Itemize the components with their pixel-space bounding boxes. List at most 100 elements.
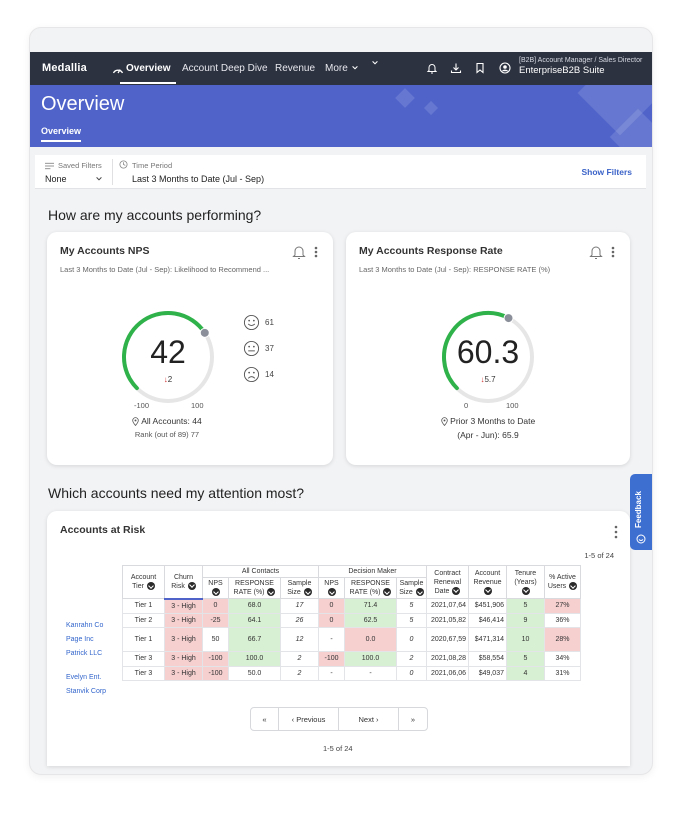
more-options-icon[interactable] bbox=[614, 525, 618, 539]
table-cell-revenue: $49,037 bbox=[468, 665, 507, 682]
bell-icon[interactable] bbox=[291, 244, 323, 260]
column-header-dm-nps[interactable]: NPS bbox=[318, 577, 345, 599]
neutral-face-icon bbox=[243, 340, 260, 357]
gauge-icon bbox=[112, 64, 124, 74]
column-header-dm-response-rate[interactable]: RESPONSE RATE (%) bbox=[344, 577, 397, 599]
column-header-response-rate[interactable]: RESPONSE RATE (%) bbox=[228, 577, 281, 599]
response-rate-axis-min: 0 bbox=[464, 401, 469, 410]
table-cell-renewal: 2021,07,64 bbox=[426, 598, 469, 614]
nav-tab-more[interactable]: More bbox=[325, 63, 348, 74]
page-title: Overview bbox=[41, 93, 125, 115]
sort-icon[interactable] bbox=[522, 586, 530, 595]
nps-gauge bbox=[122, 311, 214, 403]
bookmark-icon[interactable] bbox=[474, 62, 486, 74]
column-header-churn-risk[interactable]: Churn Risk bbox=[164, 565, 203, 600]
column-header-tier[interactable]: Account Tier bbox=[122, 565, 165, 599]
table-cell-ss: 12 bbox=[280, 627, 319, 653]
group-header-all-contacts: All Contacts bbox=[202, 565, 319, 578]
table-cell-ss: 17 bbox=[280, 598, 319, 614]
chevron-down-icon[interactable] bbox=[351, 64, 359, 72]
table-cell-tier: Tier 2 bbox=[122, 612, 165, 629]
table-cell-churn: 3 - High bbox=[164, 598, 203, 614]
sort-icon[interactable] bbox=[212, 588, 220, 597]
table-cell-ss: 2 bbox=[280, 665, 319, 682]
table-cell-active: 28% bbox=[544, 627, 581, 653]
happy-face-icon bbox=[243, 314, 260, 331]
user-avatar-icon[interactable] bbox=[499, 62, 511, 74]
sort-icon[interactable] bbox=[569, 582, 578, 591]
nps-card-subtitle: Last 3 Months to Date (Jul - Sep): Likel… bbox=[60, 265, 270, 274]
saved-filters-label: Saved Filters bbox=[58, 161, 102, 170]
user-info[interactable]: [B2B] Account Manager / Sales Director E… bbox=[519, 56, 642, 77]
response-rate-gauge bbox=[442, 311, 534, 403]
location-pin-icon bbox=[441, 417, 448, 427]
accounts-at-risk-table: Account Tier Churn Risk All Contacts Dec… bbox=[122, 565, 581, 682]
table-cell-churn: 3 - High bbox=[164, 612, 203, 629]
range-indicator-top: 1-5 of 24 bbox=[584, 551, 614, 560]
table-cell-dss: 5 bbox=[396, 598, 427, 614]
sad-face-icon bbox=[243, 366, 260, 383]
passives-row: 37 bbox=[243, 340, 303, 358]
column-header-dm-sample-size[interactable]: Sample Size bbox=[396, 577, 427, 599]
feedback-tab[interactable]: Feedback bbox=[630, 474, 652, 550]
sort-icon[interactable] bbox=[303, 588, 312, 597]
table-cell-churn: 3 - High bbox=[164, 651, 203, 667]
sort-icon[interactable] bbox=[484, 586, 492, 595]
nav-tab-revenue[interactable]: Revenue bbox=[275, 63, 316, 74]
account-link[interactable]: Stanvik Corp bbox=[66, 688, 107, 695]
divider bbox=[112, 159, 113, 185]
medallia-logo[interactable]: Medallia bbox=[42, 62, 88, 74]
time-period-select[interactable]: Last 3 Months to Date (Jul - Sep) bbox=[132, 174, 265, 184]
column-header-renewal-date[interactable]: Contract Renewal Date bbox=[426, 565, 469, 599]
location-pin-icon bbox=[132, 417, 139, 427]
account-link[interactable]: Evelyn Ent. bbox=[66, 674, 102, 681]
filter-bar: Saved Filters None Time Period Last 3 Mo… bbox=[35, 155, 646, 189]
sort-icon[interactable] bbox=[383, 588, 392, 597]
saved-filters-select[interactable]: None bbox=[45, 174, 67, 184]
subtab-overview[interactable]: Overview bbox=[41, 126, 82, 142]
chevron-down-icon[interactable] bbox=[95, 175, 103, 183]
download-icon[interactable] bbox=[450, 62, 462, 74]
sort-icon[interactable] bbox=[146, 582, 155, 591]
column-header-sample-size[interactable]: Sample Size bbox=[280, 577, 319, 599]
previous-page-button[interactable]: ‹ Previous bbox=[279, 708, 339, 730]
column-header-active-users[interactable]: % Active Users bbox=[544, 565, 581, 599]
table-cell-drr: 71.4 bbox=[344, 598, 397, 614]
sort-icon[interactable] bbox=[415, 588, 424, 597]
table-cell-active: 31% bbox=[544, 665, 581, 682]
bell-icon[interactable] bbox=[588, 244, 620, 260]
promoters-count: 61 bbox=[265, 318, 274, 327]
first-page-button[interactable]: « bbox=[251, 708, 279, 730]
sort-icon[interactable] bbox=[187, 581, 196, 590]
table-cell-revenue: $58,554 bbox=[468, 651, 507, 667]
table-cell-active: 36% bbox=[544, 612, 581, 629]
last-page-button[interactable]: » bbox=[410, 714, 416, 724]
bell-icon[interactable] bbox=[426, 62, 438, 74]
table-cell-tenure: 9 bbox=[506, 612, 545, 629]
table-cell-renewal: 2021,08,28 bbox=[426, 651, 469, 667]
column-header-nps[interactable]: NPS bbox=[202, 577, 229, 599]
sort-icon[interactable] bbox=[452, 586, 461, 595]
column-header-revenue[interactable]: Account Revenue bbox=[468, 565, 507, 599]
show-filters-button[interactable]: Show Filters bbox=[581, 167, 632, 177]
card-actions bbox=[291, 244, 323, 260]
next-page-button[interactable]: Next › bbox=[339, 708, 399, 730]
table-cell-tenure: 10 bbox=[506, 627, 545, 653]
nav-tab-account-deep-dive[interactable]: Account Deep Dive bbox=[182, 63, 268, 74]
column-header-tenure[interactable]: Tenure (Years) bbox=[506, 565, 545, 599]
table-cell-dnps: - bbox=[318, 665, 345, 682]
nav-tab-overview[interactable]: Overview bbox=[119, 63, 178, 84]
section-title-performing: How are my accounts performing? bbox=[48, 207, 262, 223]
sort-icon[interactable] bbox=[328, 588, 336, 597]
account-link[interactable]: Patrick LLC bbox=[66, 650, 103, 657]
account-link[interactable]: Kanrahn Co bbox=[66, 622, 104, 629]
account-link[interactable]: Page Inc bbox=[66, 636, 94, 643]
table-cell-tier: Tier 3 bbox=[122, 651, 165, 667]
sort-icon[interactable] bbox=[267, 588, 276, 597]
chevron-down-icon[interactable] bbox=[371, 59, 379, 67]
